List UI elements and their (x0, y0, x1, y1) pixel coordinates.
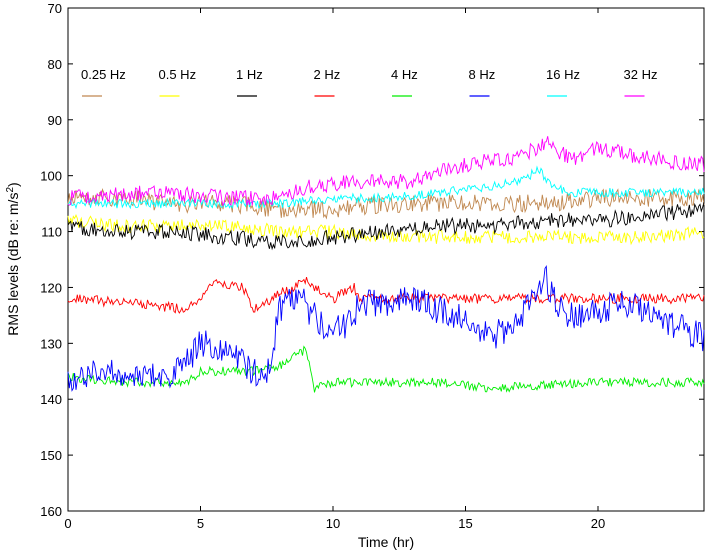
series-line (67, 136, 705, 207)
x-tick-label: 5 (197, 516, 204, 531)
series-line (67, 345, 705, 393)
legend-label: 0.25 Hz (81, 67, 126, 82)
legend-label: 1 Hz (236, 67, 263, 82)
legend: 0.25 Hz 0.5 Hz 1 Hz 2 Hz 4 Hz 8 Hz 16 Hz 32 Hz (81, 67, 658, 97)
x-tick-label: 15 (458, 516, 472, 531)
y-tick-label: 150 (40, 448, 62, 463)
y-tick-label: 80 (48, 57, 62, 72)
x-tick-label: 20 (591, 516, 605, 531)
legend-label: 32 Hz (624, 67, 658, 82)
legend-label: 4 Hz (391, 67, 418, 82)
y-tick-label: 130 (40, 336, 62, 351)
legend-label: 2 Hz (314, 67, 341, 82)
y-tick-label: 160 (40, 504, 62, 519)
series-line (67, 188, 705, 220)
series-lines (67, 136, 705, 393)
y-axis-label: RMS levels (dB re: m/s2) (5, 182, 21, 335)
legend-label: 16 Hz (546, 67, 580, 82)
legend-label: 0.5 Hz (159, 67, 197, 82)
y-tick-label: 70 (48, 1, 62, 16)
x-tick-label: 10 (326, 516, 340, 531)
series-line (67, 165, 705, 210)
y-tick-label: 110 (41, 225, 62, 240)
axis-ticks: 0 5 10 15 20 70 80 90 100 110 120 130 140 150 160 (40, 1, 704, 531)
y-tick-label: 120 (40, 280, 62, 295)
plot-area-frame (67, 7, 705, 512)
series-line (67, 201, 705, 251)
legend-label: 8 Hz (469, 67, 496, 82)
y-tick-label: 90 (48, 113, 62, 128)
series-line (67, 276, 705, 314)
series-line (67, 264, 705, 392)
x-tick-label: 0 (64, 516, 71, 531)
x-axis-label: Time (hr) (358, 534, 414, 550)
y-tick-label: 100 (40, 169, 62, 184)
y-tick-label: 140 (40, 392, 62, 407)
series-line (67, 214, 705, 246)
